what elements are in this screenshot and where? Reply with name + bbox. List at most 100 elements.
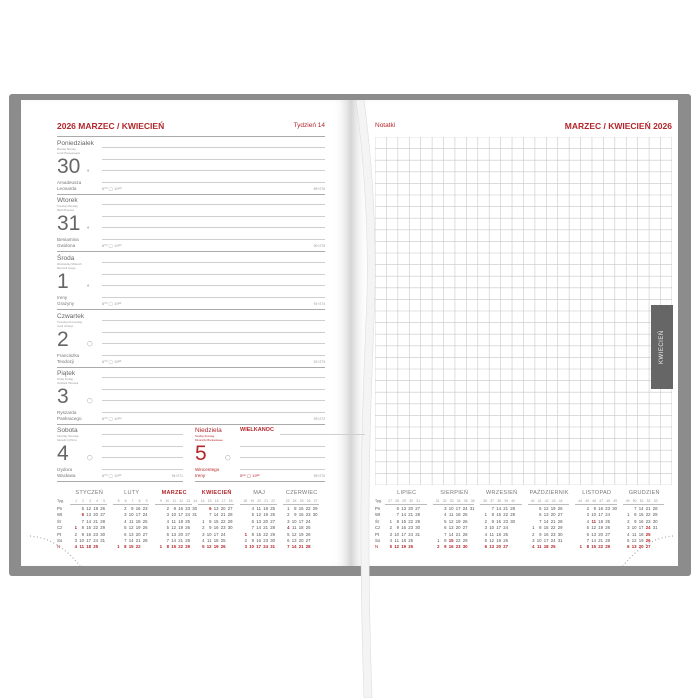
calendar-day[interactable]: 16 (256, 538, 261, 543)
calendar-day[interactable]: 14 (213, 512, 219, 518)
calendar-day[interactable]: 24 (462, 506, 468, 511)
calendar-day[interactable]: 11 (256, 506, 261, 511)
calendar-day[interactable]: 19 (135, 525, 141, 531)
calendar-day[interactable]: 7 (287, 544, 290, 550)
calendar-day[interactable]: 29 (462, 538, 468, 543)
calendar-day[interactable]: 9 (491, 518, 494, 524)
calendar-day[interactable]: 1 (117, 544, 120, 550)
calendar-day[interactable]: 15 (591, 544, 596, 550)
calendar-day[interactable]: 15 (496, 512, 501, 518)
calendar-day[interactable]: 29 (415, 518, 420, 524)
writing-line[interactable] (102, 469, 183, 470)
writing-line[interactable] (102, 147, 325, 148)
calendar-day[interactable]: 23 (142, 506, 148, 511)
calendar-day[interactable]: 2 (586, 506, 589, 511)
calendar-day[interactable]: 13 (448, 525, 454, 531)
calendar-day[interactable]: 31 (270, 544, 275, 550)
calendar-day[interactable]: 8 (634, 512, 637, 518)
calendar-day[interactable]: 17 (598, 512, 603, 518)
calendar-day[interactable]: 17 (298, 518, 304, 524)
calendar-day[interactable]: 30 (557, 531, 563, 537)
calendar-day[interactable]: 16 (178, 506, 183, 511)
calendar-day[interactable]: 7 (634, 506, 637, 511)
calendar-day[interactable]: 12 (543, 506, 549, 511)
calendar-day[interactable]: 8 (81, 525, 84, 531)
calendar-day[interactable]: 28 (510, 506, 515, 511)
calendar-day[interactable]: 27 (557, 512, 563, 518)
calendar-day[interactable]: 9 (396, 525, 399, 531)
calendar-day[interactable]: 1 (579, 544, 582, 550)
calendar-day[interactable]: 8 (586, 544, 589, 550)
writing-line[interactable] (102, 400, 325, 401)
calendar-day[interactable]: 29 (605, 544, 610, 550)
writing-line[interactable] (102, 343, 325, 344)
calendar-day[interactable]: 24 (550, 538, 556, 543)
calendar-day[interactable]: 4 (484, 531, 487, 537)
calendar-day[interactable]: 4 (586, 518, 589, 524)
calendar-day[interactable]: 21 (263, 525, 268, 531)
writing-line[interactable] (102, 320, 325, 321)
calendar-day[interactable]: 24 (220, 531, 226, 537)
calendar-day[interactable]: 20 (298, 538, 304, 543)
calendar-day[interactable]: 4 (74, 544, 77, 550)
calendar-day[interactable]: 20 (408, 506, 413, 511)
calendar-day[interactable]: 10 (591, 512, 596, 518)
writing-line[interactable] (102, 457, 183, 458)
calendar-day[interactable]: 20 (638, 544, 644, 550)
calendar-day[interactable]: 22 (135, 544, 141, 550)
calendar-day[interactable]: 27 (503, 544, 508, 550)
calendar-day[interactable]: 5 (202, 544, 205, 550)
calendar-day[interactable]: 2 (484, 518, 487, 524)
calendar-day[interactable]: 14 (591, 538, 596, 543)
calendar-day[interactable]: 19 (550, 506, 556, 511)
writing-line[interactable] (240, 469, 325, 470)
calendar-day[interactable]: 16 (638, 518, 644, 524)
calendar-day[interactable]: 9 (593, 506, 596, 511)
calendar-day[interactable]: 26 (185, 525, 190, 531)
calendar-day[interactable]: 15 (128, 544, 134, 550)
calendar-day[interactable]: 9 (209, 525, 212, 531)
calendar-day[interactable]: 25 (185, 518, 190, 524)
calendar-day[interactable]: 23 (503, 518, 508, 524)
calendar-day[interactable]: 8 (251, 531, 254, 537)
calendar-day[interactable]: 14 (291, 544, 297, 550)
calendar-day[interactable]: 23 (263, 538, 268, 543)
calendar-day[interactable]: 27 (605, 531, 610, 537)
calendar-day[interactable]: 21 (503, 506, 508, 511)
calendar-day[interactable]: 6 (396, 506, 399, 511)
calendar-day[interactable]: 14 (86, 518, 91, 524)
calendar-day[interactable]: 27 (270, 518, 275, 524)
calendar-day[interactable]: 18 (213, 538, 219, 543)
calendar-day[interactable]: 11 (449, 512, 454, 518)
calendar-day[interactable]: 31 (100, 538, 105, 543)
calendar-day[interactable]: 6 (166, 531, 169, 537)
calendar-day[interactable]: 12 (591, 525, 596, 531)
calendar-day[interactable]: 6 (81, 512, 84, 518)
calendar-day[interactable]: 20 (550, 512, 556, 518)
calendar-day[interactable]: 1 (389, 518, 392, 524)
calendar-day[interactable]: 21 (598, 538, 603, 543)
calendar-day[interactable]: 6 (586, 531, 589, 537)
calendar-day[interactable]: 19 (638, 538, 644, 543)
calendar-day[interactable]: 4 (124, 518, 127, 524)
calendar-day[interactable]: 5 (539, 506, 542, 511)
calendar-day[interactable]: 7 (209, 512, 212, 518)
calendar-day[interactable]: 27 (227, 506, 233, 511)
calendar-day[interactable]: 14 (543, 518, 549, 524)
calendar-day[interactable]: 28 (462, 531, 468, 537)
calendar-day[interactable]: 3 (74, 538, 77, 543)
calendar-day[interactable]: 15 (213, 518, 219, 524)
calendar-day[interactable]: 3 (124, 512, 127, 518)
calendar-day[interactable]: 5 (484, 538, 487, 543)
calendar-day[interactable]: 13 (401, 506, 406, 511)
calendar-day[interactable]: 30 (192, 506, 197, 511)
calendar-day[interactable]: 12 (631, 538, 637, 543)
calendar-day[interactable]: 17 (401, 531, 406, 537)
calendar-day[interactable]: 9 (444, 544, 447, 550)
calendar-day[interactable]: 7 (251, 525, 254, 531)
calendar-day[interactable]: 27 (185, 531, 190, 537)
calendar-day[interactable]: 10 (536, 538, 542, 543)
calendar-day[interactable]: 21 (550, 518, 556, 524)
calendar-day[interactable]: 22 (503, 512, 508, 518)
calendar-day[interactable]: 26 (142, 525, 148, 531)
